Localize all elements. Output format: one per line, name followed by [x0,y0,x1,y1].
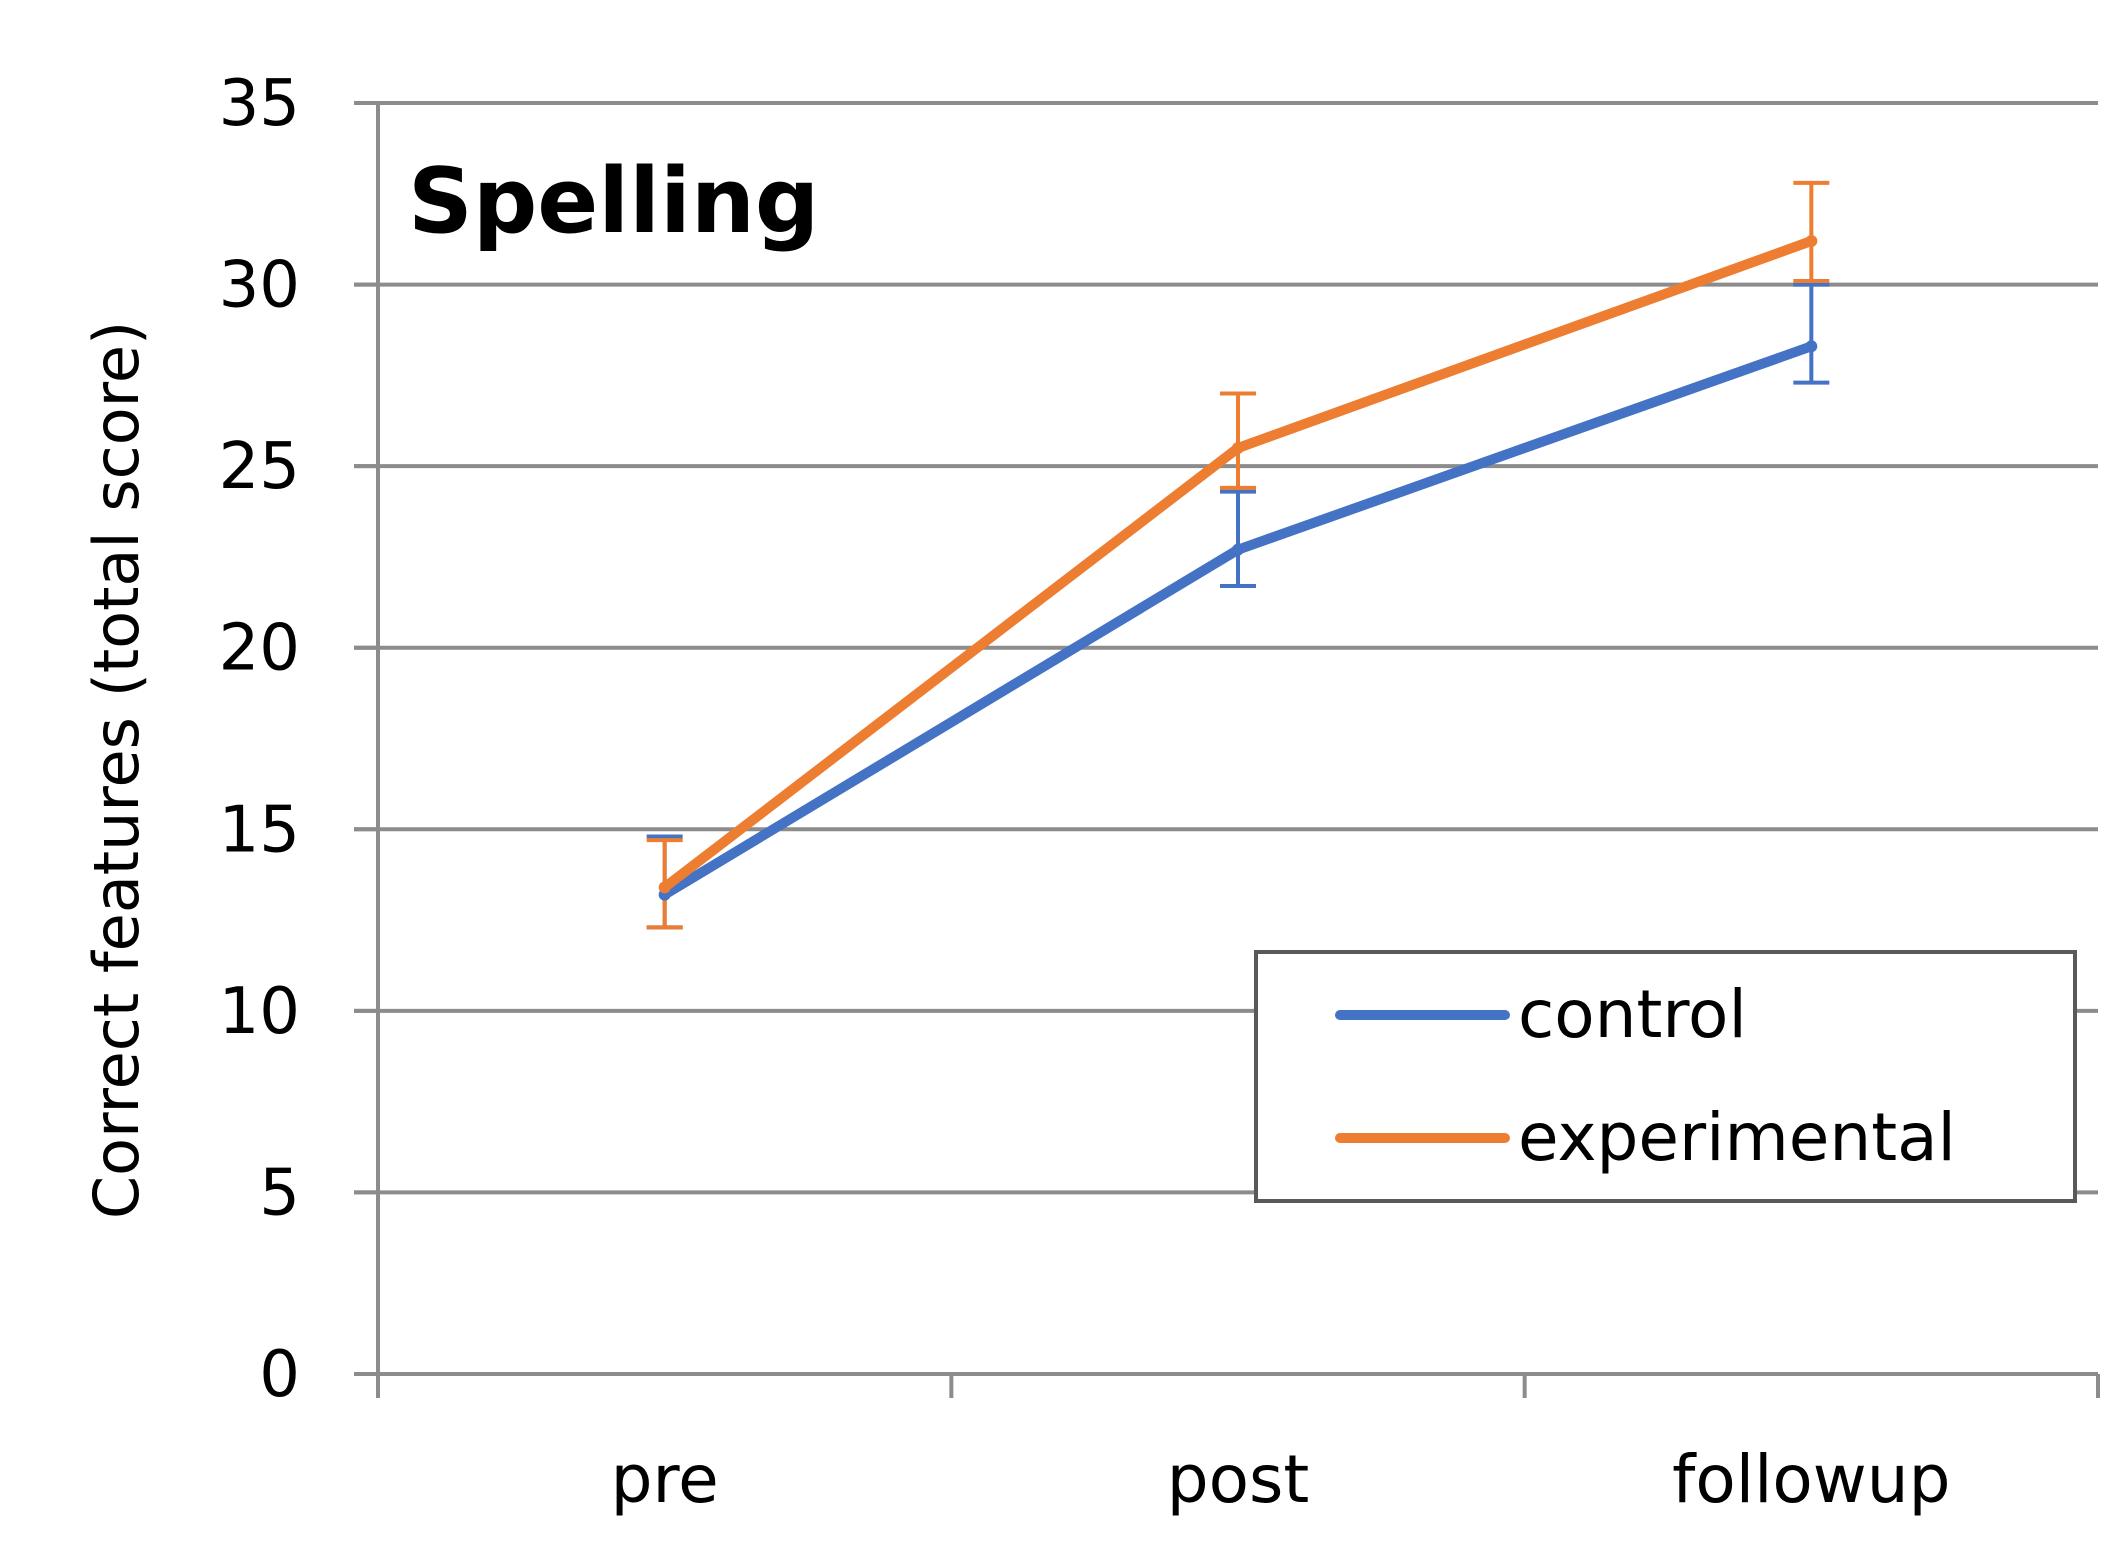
series-lines [658,234,1818,901]
y-tick-label-25: 25 [219,430,300,504]
x-tick-label-pre: pre [611,1441,719,1518]
legend-label-experimental: experimental [1518,1099,1956,1176]
data-point-control-post [1232,543,1244,556]
y-axis-title: Correct features (total score) [80,321,153,1219]
y-tick-label-5: 5 [259,1156,300,1230]
legend: control experimental [1254,950,2077,1203]
y-tick-label-30: 30 [219,249,300,323]
gridlines [354,101,2098,1195]
chart-title: Spelling [408,149,819,254]
y-tick-labels: 0 5 10 15 20 25 30 35 [219,67,300,1412]
legend-box [1254,950,2077,1203]
y-tick-label-15: 15 [219,793,300,867]
x-tick-labels: pre post followup [611,1441,1951,1518]
data-point-control-followup [1805,340,1818,353]
y-tick-label-20: 20 [219,612,300,686]
data-point-experimental-post [1232,441,1244,454]
y-tick-label-0: 0 [259,1338,300,1412]
axes [354,101,2100,1398]
data-point-experimental-followup [1805,234,1818,247]
y-tick-label-10: 10 [219,975,300,1049]
y-tick-label-35: 35 [219,67,300,141]
x-tick-label-followup: followup [1672,1441,1950,1518]
x-tick-label-post: post [1167,1441,1310,1518]
data-point-experimental-pre [658,881,671,894]
legend-label-control: control [1518,976,1747,1053]
